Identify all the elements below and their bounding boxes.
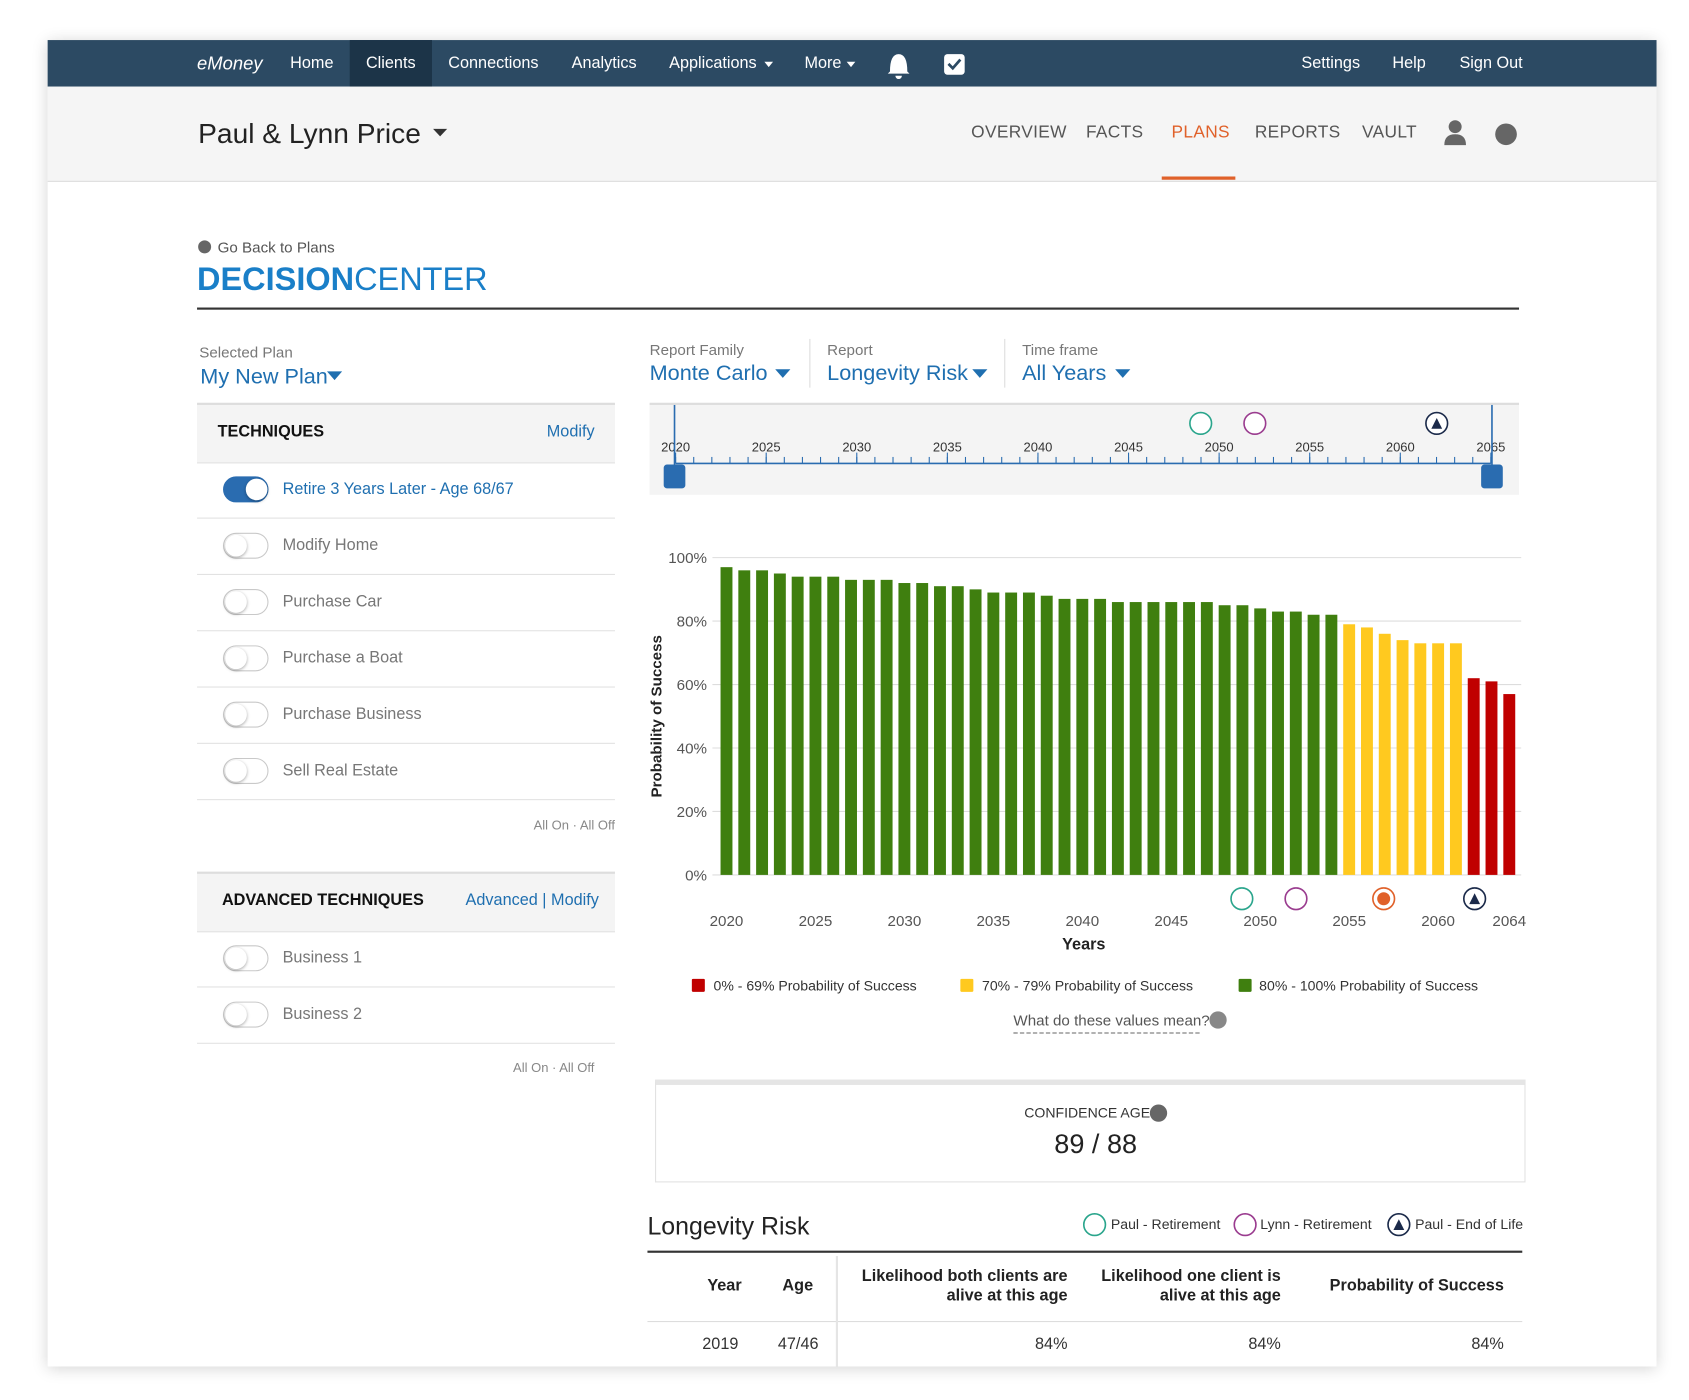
filter-label: Time frame [1022,341,1099,359]
technique[interactable]: Retire 3 Years Later - Age 68/67 [282,479,514,499]
technique[interactable]: Modify Home [282,535,379,555]
row [197,931,615,988]
heading-rule [197,307,1520,310]
section-title: TECHNIQUES [217,422,325,441]
table-title: Longevity Risk [647,1211,810,1240]
tab-underline [1161,176,1236,180]
heading: DECISIONCENTER [197,262,488,299]
row [197,631,615,688]
nav-item[interactable]: Analytics [571,54,637,73]
technique[interactable]: Purchase Car [282,592,382,611]
toggle[interactable] [223,476,269,503]
technique[interactable]: Purchase Business [282,704,422,724]
confidence-label: CONFIDENCE AGE [1024,1104,1151,1121]
brand[interactable]: eMoney [197,53,263,74]
table-legend: Lynn - Retirement [1260,1215,1372,1233]
tab[interactable]: VAULT [1362,123,1417,142]
col-header: Likelihood both clients are alive at thi… [861,1266,1068,1305]
technique[interactable]: Business 1 [282,948,363,967]
table-divider [835,1256,839,1367]
toggle[interactable] [223,757,269,784]
client-name[interactable]: Paul & Lynn Price [198,116,421,150]
toggle-knob [245,478,268,501]
heading-bold: DECISION [197,262,355,298]
col-header: Likelihood one client is alive at this a… [1101,1266,1281,1305]
confidence-value: 89 / 88 [1054,1129,1138,1160]
cell: 84% [1248,1335,1281,1354]
tab-active[interactable]: PLANS [1171,123,1230,142]
filter-label: Report [827,341,873,359]
toggle[interactable] [223,532,269,559]
nav-item[interactable]: Clients [365,54,416,73]
back-link[interactable]: Go Back to Plans [217,238,335,256]
nav-item[interactable]: Help [1392,54,1426,73]
toggle-knob [225,1003,247,1026]
section-action[interactable]: Modify [546,422,595,441]
cell: 84% [1471,1335,1504,1354]
row [197,575,615,632]
toggle-all[interactable]: All On · All Off [533,817,615,833]
nav-item[interactable]: Connections [448,54,539,73]
cell: 2019 [702,1335,739,1354]
cell: 47/46 [777,1335,819,1354]
table-rule [647,1321,1523,1323]
toggle-knob [225,534,247,557]
toggle-knob [225,591,247,613]
toggle[interactable] [223,1001,269,1028]
nav-item[interactable]: Applications [669,54,757,73]
filter-select[interactable]: Longevity Risk [827,361,969,386]
toggle-knob [225,647,247,670]
heading-normal: CENTER [354,262,488,298]
nav-selected [349,40,432,87]
tab[interactable]: OVERVIEW [971,123,1067,142]
toggle-knob [225,703,247,726]
filter-label: Report Family [649,341,744,359]
row [197,688,615,744]
section-box [197,871,615,933]
technique[interactable]: Purchase a Boat [282,648,403,668]
technique[interactable]: Business 2 [282,1004,363,1024]
toggle-knob [225,760,247,782]
client-header [47,86,1657,182]
toggle[interactable] [223,945,269,972]
filter-select[interactable]: All Years [1022,361,1107,386]
section-action[interactable]: Advanced | Modify [465,891,599,910]
nav-item[interactable]: Home [290,54,334,73]
nav-item[interactable]: Sign Out [1459,54,1523,73]
tab[interactable]: FACTS [1085,123,1144,142]
col-header: Age [782,1276,814,1296]
col-header: Probability of Success [1329,1276,1504,1296]
cell: 84% [1035,1335,1068,1354]
row [197,988,615,1044]
toggle-all[interactable]: All On · All Off [513,1060,595,1076]
table-rule [647,1250,1523,1253]
row [197,519,615,575]
tab[interactable]: REPORTS [1254,123,1341,142]
confidence-box [655,1079,1526,1183]
toggle[interactable] [223,701,269,728]
toggle[interactable] [223,589,269,616]
table-legend: Paul - End of Life [1415,1215,1524,1233]
toggle[interactable] [223,645,269,672]
nav-item[interactable]: Settings [1301,54,1361,73]
technique[interactable]: Sell Real Estate [282,761,399,780]
help-link[interactable]: What do these values mean? [1013,1011,1210,1029]
filter-select[interactable]: Monte Carlo [649,361,768,386]
timeline-bg [649,402,1520,495]
row [197,744,615,801]
section-box [197,402,615,464]
row [197,462,615,519]
toggle-knob [225,947,247,970]
col-header: Year [707,1276,742,1296]
table-legend: Paul - Retirement [1110,1215,1221,1233]
nav-item[interactable]: More [804,54,842,73]
plan-select[interactable]: My New Plan [200,364,328,389]
plan-label: Selected Plan [199,343,293,361]
section-title: ADVANCED TECHNIQUES [221,891,424,910]
